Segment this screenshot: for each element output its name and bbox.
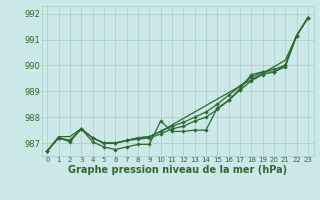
X-axis label: Graphe pression niveau de la mer (hPa): Graphe pression niveau de la mer (hPa) [68,165,287,175]
